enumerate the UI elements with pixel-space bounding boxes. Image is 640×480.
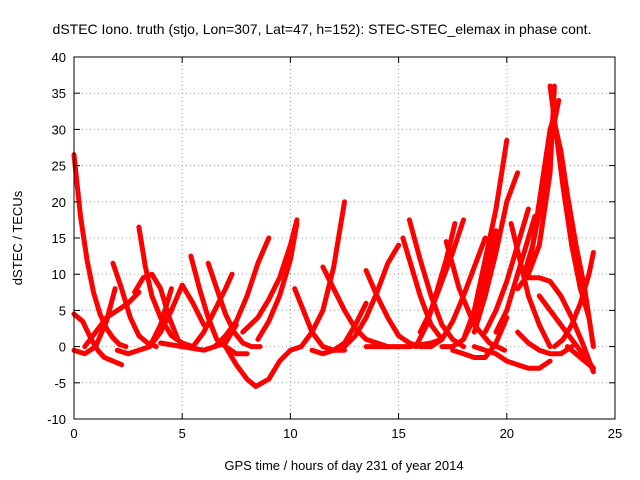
series-trace-36 [482,206,531,335]
series-trace-38 [508,221,553,350]
series-trace-21 [320,264,391,350]
y-axis-label: dSTEC / TECUs [10,190,25,285]
y-tick-label: 30 [52,122,66,137]
series-trace-22 [342,242,402,350]
y-tick-label: 0 [59,340,66,355]
series-trace-4 [82,289,142,350]
y-tick-label: 5 [59,303,66,318]
x-axis-label: GPS time / hours of day 231 of year 2014 [224,458,463,473]
series-trace-47 [564,344,596,371]
series-trace-25 [406,217,466,350]
series-trace-7 [136,224,196,350]
series-trace-26 [400,235,445,342]
y-tick-label: 20 [52,195,66,210]
x-tick-label: 0 [70,426,77,441]
x-tick-label: 5 [179,426,186,441]
series-trace-17 [255,221,300,342]
data-series [71,83,596,389]
series-trace-44 [525,275,596,375]
chart-title: dSTEC Iono. truth (stjo, Lon=307, Lat=47… [53,21,592,37]
series-trace-48 [515,329,575,357]
series-trace-29 [428,235,488,350]
series-trace-37 [493,213,538,335]
x-tick-label: 15 [391,426,405,441]
series-trace-19 [298,199,347,350]
series-trace-15 [223,344,304,389]
series-trace-2 [71,311,125,368]
series-trace-20 [309,300,369,357]
series-trace-34 [461,137,510,342]
x-tick-label: 10 [283,426,297,441]
y-tick-label: 40 [52,50,66,65]
x-tick-label: 20 [500,426,514,441]
series-trace-28 [417,217,466,335]
y-axis-ticks: -10 -5 0 5 10 15 20 25 30 35 40 [47,50,615,427]
x-axis-ticks: 0 5 10 15 20 25 [70,57,622,441]
y-tick-label: 35 [52,86,66,101]
y-tick-label: 15 [52,231,66,246]
series-trace-12 [205,260,263,350]
series-trace-14 [212,235,272,350]
y-tick-label: -5 [54,376,66,391]
series-trace-33 [471,344,553,371]
series-trace-10 [158,322,239,353]
series-trace-46 [551,250,596,350]
series-trace-11 [188,253,250,357]
y-tick-label: 10 [52,267,66,282]
y-tick-label: -10 [47,412,66,427]
series-trace-43 [551,119,596,350]
series-trace-1 [71,152,129,350]
y-tick-label: 25 [52,159,66,174]
x-tick-label: 25 [608,426,622,441]
series-trace-9 [147,282,207,350]
series-trace-13 [190,271,235,350]
series-trace-35 [471,170,521,335]
series-trace-3 [71,286,118,357]
series-trace-32 [450,315,510,360]
series-trace-8 [132,271,181,342]
